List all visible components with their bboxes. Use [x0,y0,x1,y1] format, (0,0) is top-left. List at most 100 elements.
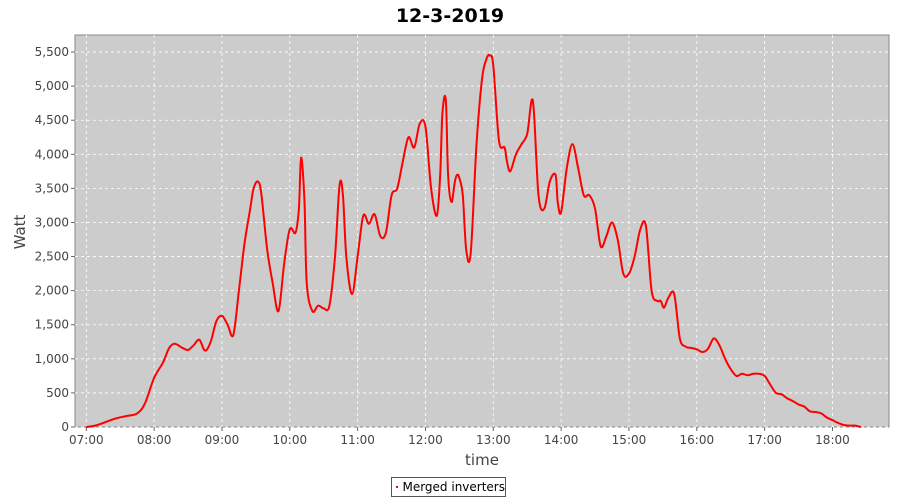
data-point [447,174,449,176]
data-point [605,235,608,237]
data-point [571,143,574,145]
data-point [373,213,376,216]
y-tick-label: 3,000 [35,215,69,229]
data-point [588,194,591,196]
data-point [831,419,834,422]
data-point [298,208,300,210]
data-point [396,187,399,190]
data-point [758,373,760,375]
data-point [209,341,212,343]
data-point [144,402,146,404]
y-tick-label: 4,000 [35,147,69,161]
data-point [775,392,777,394]
y-tick-label: 2,000 [35,284,69,298]
data-point [362,214,365,217]
data-point [786,397,789,400]
x-tick-label: 14:00 [544,433,579,447]
data-point [481,78,483,81]
data-point [746,374,749,377]
data-point [797,403,800,406]
data-point [701,351,704,353]
y-tick-label: 500 [46,386,69,400]
data-point [445,99,447,101]
data-point [283,262,286,265]
data-point [803,405,805,408]
data-point [718,344,721,347]
y-tick-label: 0 [61,420,69,434]
data-point [322,307,325,310]
data-point [294,231,297,234]
data-point [713,337,715,340]
data-point [690,347,692,349]
data-point [277,310,280,312]
grid-lines [75,35,889,428]
y-tick-label: 4,500 [35,113,69,127]
data-point [515,153,517,156]
data-point [465,248,468,251]
legend-label: Merged inverters [402,480,505,494]
data-point [566,167,568,169]
data-point [413,146,416,149]
data-point [249,208,251,210]
x-tick-label: 09:00 [205,433,240,447]
data-point [509,170,512,173]
data-point [136,412,138,415]
data-point [168,347,170,350]
x-tick-label: 11:00 [340,433,375,447]
data-point [424,126,427,128]
y-axis-label: Watt [11,214,29,249]
data-point [503,146,506,149]
data-point [498,139,500,142]
data-point [583,194,585,196]
data-point [173,343,176,345]
data-point [328,304,331,307]
data-point [843,424,845,426]
data-point [450,201,453,203]
data-point [469,252,472,254]
data-point [338,184,341,186]
y-tick-label: 2,500 [35,250,69,264]
data-point [454,180,456,183]
data-point [684,345,687,348]
data-point [752,373,755,375]
data-point [848,424,851,427]
data-point [814,411,817,413]
data-point [594,208,596,210]
data-point [390,194,393,196]
data-point [181,347,184,349]
y-tick-label: 5,500 [35,45,69,59]
data-point [303,201,306,203]
x-tick-label: 12:00 [408,433,443,447]
data-point [187,349,189,351]
data-point [859,426,862,428]
data-point [599,245,602,248]
data-point [543,208,545,210]
plot-area [74,34,890,428]
data-point [402,160,404,162]
data-point [379,235,382,237]
data-point [102,422,105,424]
data-point [707,347,709,350]
data-point [458,177,461,179]
data-point [696,348,698,351]
data-point [215,320,218,323]
data-point [351,293,353,295]
data-point [656,300,658,302]
data-point [407,136,410,139]
data-point [462,194,464,196]
data-point [192,344,195,347]
data-point [854,424,856,427]
data-point [622,272,625,275]
x-tick-label: 10:00 [273,433,308,447]
data-point [673,293,675,295]
data-point [650,289,653,292]
data-point [659,300,662,302]
data-point [232,334,235,336]
x-tick-label: 13:00 [476,433,511,447]
data-point [520,143,523,145]
x-axis-label: time [465,451,499,469]
data-point [639,228,642,231]
data-point [506,160,508,162]
data-point [85,426,88,428]
